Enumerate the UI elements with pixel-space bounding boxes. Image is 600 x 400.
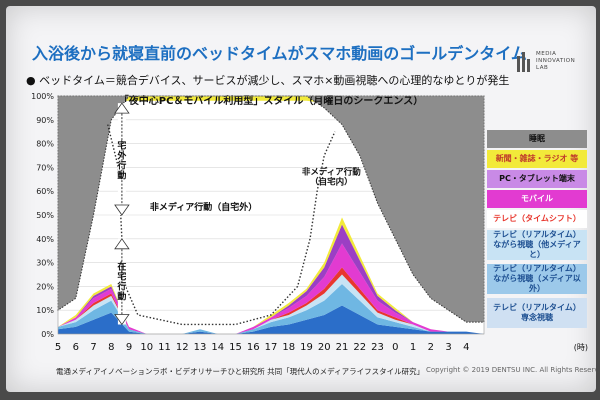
annotation-in-home: 在宅行動 bbox=[116, 261, 126, 303]
x-tick-label-4: 4 bbox=[463, 342, 469, 353]
legend-item: テレビ（タイムシフト） bbox=[487, 210, 587, 228]
legend-item: テレビ（リアルタイム）ながら視聴（他メディアと） bbox=[487, 230, 587, 260]
footer-copyright: Copyright © 2019 DENTSU INC. All Rights … bbox=[426, 366, 596, 374]
series-area-0 bbox=[58, 305, 484, 334]
x-tick-label-7: 7 bbox=[90, 342, 96, 353]
series-area-2 bbox=[58, 274, 484, 334]
x-tick-label-9: 9 bbox=[126, 342, 132, 353]
annotation-non-media-outside: 非メディア行動（自宅外） bbox=[150, 201, 257, 213]
x-tick-label-20: 20 bbox=[318, 342, 331, 353]
x-tick-label-14: 14 bbox=[211, 342, 224, 353]
logo-bars-icon bbox=[517, 52, 530, 72]
x-tick-label-22: 22 bbox=[353, 342, 366, 353]
x-tick-label-23: 23 bbox=[371, 342, 384, 353]
x-unit-label: (時) bbox=[574, 343, 588, 352]
legend-item: 新聞・雑誌・ラジオ 等 bbox=[487, 150, 587, 168]
y-tick-label-80: 80% bbox=[36, 140, 54, 149]
x-tick-label-12: 12 bbox=[176, 342, 189, 353]
y-tick-label-100: 100% bbox=[31, 92, 54, 101]
x-tick-label-2: 2 bbox=[428, 342, 434, 353]
y-tick-label-40: 40% bbox=[36, 235, 54, 244]
x-tick-label-5: 5 bbox=[55, 342, 61, 353]
legend-item: 睡眠 bbox=[487, 130, 587, 148]
y-tick-label-50: 50% bbox=[36, 211, 54, 220]
x-tick-label-15: 15 bbox=[229, 342, 242, 353]
x-tick-label-0: 0 bbox=[392, 342, 398, 353]
legend-item: モバイル bbox=[487, 190, 587, 208]
y-tick-label-10: 10% bbox=[36, 306, 54, 315]
logo-text: MEDIA INNOVATION LAB bbox=[536, 51, 576, 71]
legend-item: テレビ（リアルタイム）専念視聴 bbox=[487, 298, 587, 328]
y-tick-label-70: 70% bbox=[36, 163, 54, 172]
x-tick-label-16: 16 bbox=[247, 342, 260, 353]
arrow-out-of-home-head-bottom bbox=[114, 204, 130, 216]
legend-item: テレビ（リアルタイム）ながら視聴（メディア以外） bbox=[487, 264, 587, 294]
x-tick-label-13: 13 bbox=[194, 342, 207, 353]
area-chart: 0%10%20%30%40%50%60%70%80%90%100%5 6 7 8 9 10… bbox=[31, 92, 588, 353]
series-area-1 bbox=[58, 284, 484, 334]
y-tick-label-90: 90% bbox=[36, 116, 54, 125]
slide-title: 入浴後から就寝直前のベッドタイムがスマホ動画のゴールデンタイム bbox=[32, 44, 527, 63]
arrow-in-home-head-top bbox=[114, 238, 130, 250]
x-tick-label-3: 3 bbox=[445, 342, 451, 353]
y-tick-label-60: 60% bbox=[36, 187, 54, 196]
media-innovation-lab-logo: MEDIA INNOVATION LAB bbox=[516, 50, 586, 78]
x-tick-label-6: 6 bbox=[73, 342, 79, 353]
x-tick-label-21: 21 bbox=[336, 342, 349, 353]
x-tick-label-1: 1 bbox=[410, 342, 416, 353]
footer-source: 電通メディアイノベーションラボ・ビデオリサーチひと研究所 共同「現代人のメディア… bbox=[56, 367, 425, 376]
x-tick-label-19: 19 bbox=[300, 342, 313, 353]
x-tick-label-11: 11 bbox=[158, 342, 171, 353]
slide-subtitle: ● ベッドタイム＝競合デバイス、サービスが減少し、スマホ×動画視聴への心理的なゆ… bbox=[26, 74, 510, 87]
y-tick-label-30: 30% bbox=[36, 259, 54, 268]
x-tick-label-17: 17 bbox=[265, 342, 278, 353]
slide: 入浴後から就寝直前のベッドタイムがスマホ動画のゴールデンタイム ● ベッドタイム… bbox=[6, 6, 596, 392]
chart-title: 「夜中心PC＆モバイル利用型」スタイル（月曜日のシークエンス） bbox=[119, 94, 423, 107]
arrow-in-home-head-bottom bbox=[114, 314, 130, 326]
x-tick-label-8: 8 bbox=[108, 342, 114, 353]
legend-item: PC・タブレット端末 bbox=[487, 170, 587, 188]
x-tick-label-10: 10 bbox=[140, 342, 153, 353]
y-tick-label-20: 20% bbox=[36, 282, 54, 291]
annotation-out-of-home: 宅外行動 bbox=[116, 139, 126, 181]
plot-border bbox=[57, 95, 485, 335]
arrow-out-of-home-head-top bbox=[114, 102, 130, 114]
annotation-non-media-inside: 非メディア行動（自宅内） bbox=[302, 167, 361, 188]
x-tick-label-18: 18 bbox=[282, 342, 295, 353]
y-tick-label-0: 0% bbox=[41, 330, 54, 339]
